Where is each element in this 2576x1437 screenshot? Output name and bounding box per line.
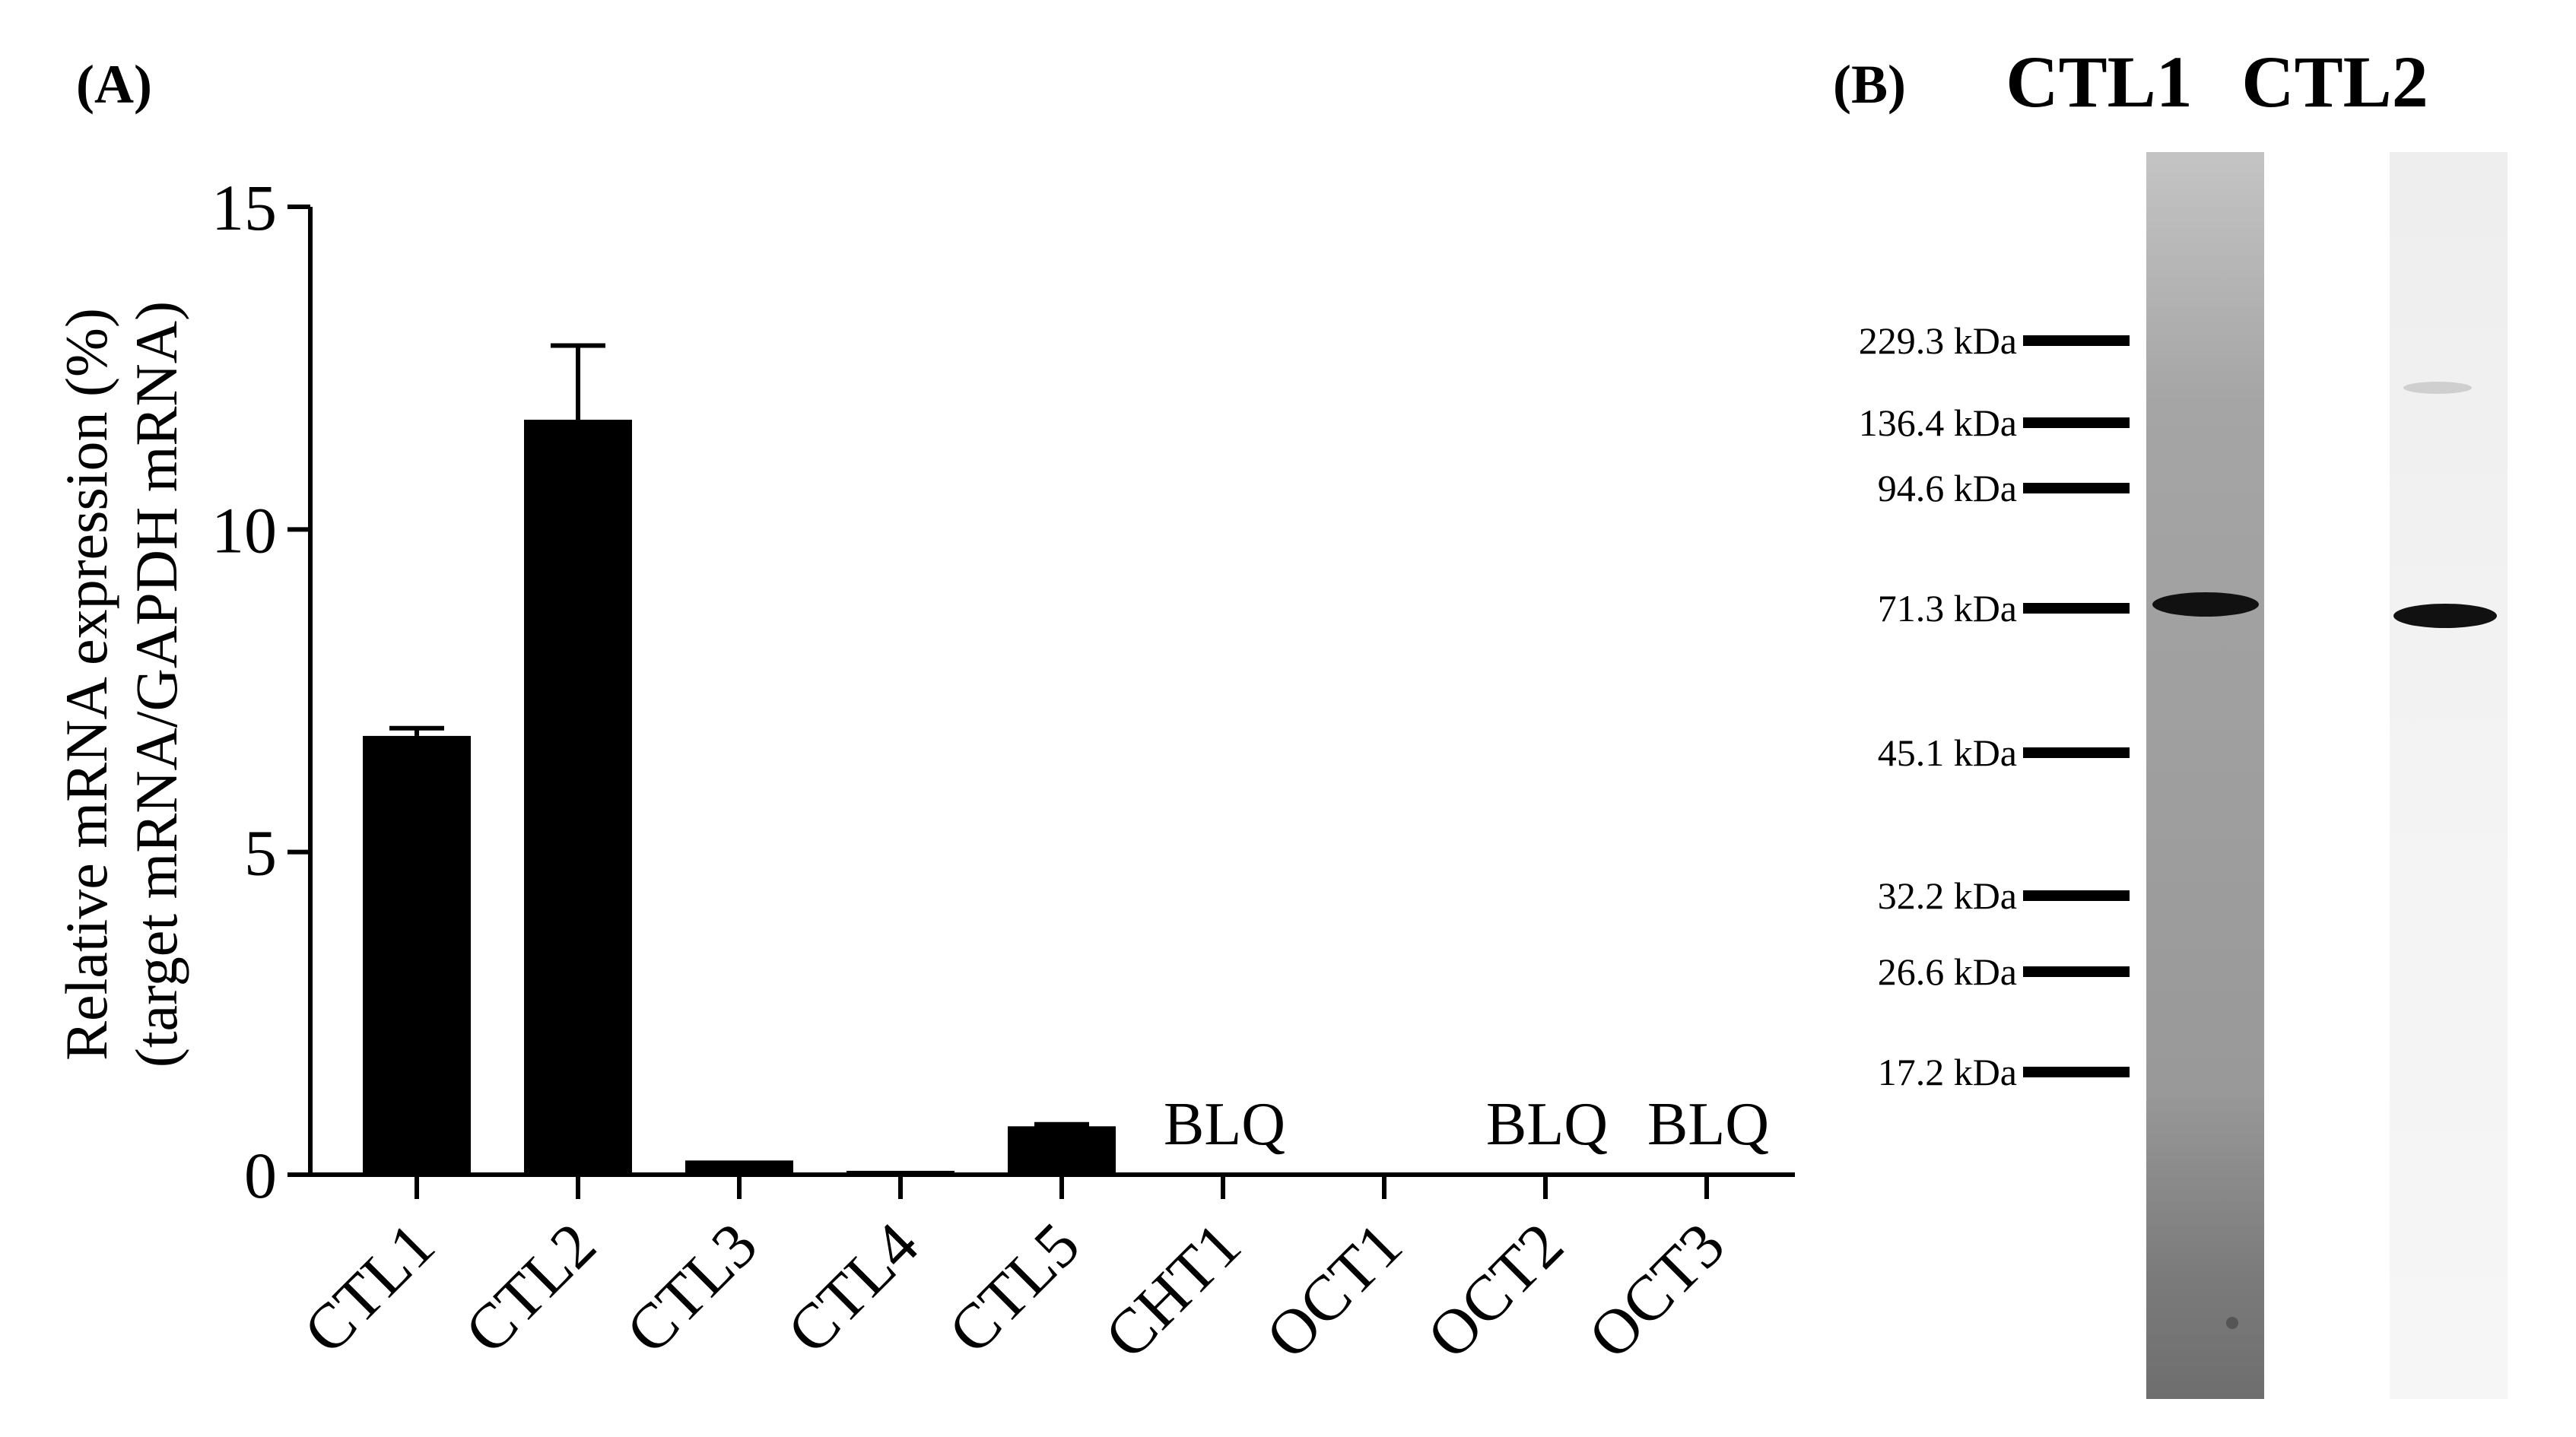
chart-axes bbox=[287, 205, 1795, 1199]
bar-chart: 0 5 10 15 CTL1 CTL2 CTL3 CTL4 CTL5CHT1OCT1OCT2O… bbox=[53, 171, 1795, 1372]
x-tick-label-ctl3: CTL3 bbox=[613, 1210, 771, 1368]
blq-label-oct3: BLQ bbox=[1647, 1091, 1769, 1158]
y-axis-label-line1: Relative mRNA expression (%) bbox=[53, 308, 119, 1061]
error-bars bbox=[389, 343, 1089, 1127]
blq-annotations: BLQ BLQ BLQ bbox=[1164, 1091, 1769, 1158]
x-tick-label-ctl2: CTL2 bbox=[452, 1210, 610, 1368]
marker-bar bbox=[2023, 335, 2130, 346]
y-tick-label: 10 bbox=[211, 493, 277, 566]
marker-2: 94.6 kDa bbox=[1878, 467, 2130, 509]
blot-speck bbox=[2226, 1317, 2238, 1329]
marker-label: 32.2 kDa bbox=[1878, 874, 2017, 917]
blot-lane-ctl1 bbox=[2146, 152, 2264, 1399]
bar-ctl3 bbox=[685, 1160, 793, 1175]
blot-lane-ctl2 bbox=[2390, 152, 2508, 1399]
x-tick-label-oct1: OCT1 bbox=[1253, 1210, 1415, 1372]
marker-6: 26.6 kDa bbox=[1878, 950, 2130, 993]
marker-bar bbox=[2023, 603, 2130, 614]
marker-label: 229.3 kDa bbox=[1859, 319, 2017, 362]
lane-label-ctl2: CTL2 bbox=[2241, 41, 2428, 122]
marker-7: 17.2 kDa bbox=[1878, 1051, 2130, 1093]
blq-label-cht1: BLQ bbox=[1164, 1091, 1285, 1158]
marker-bar bbox=[2023, 747, 2130, 758]
y-tick-labels: 0 5 10 15 bbox=[211, 171, 277, 1212]
marker-bar bbox=[2023, 1067, 2130, 1077]
band-ctl2-faint bbox=[2403, 382, 2472, 394]
y-axis-label-line2: (target mRNA/GAPDH mRNA) bbox=[123, 301, 189, 1067]
marker-bar bbox=[2023, 417, 2130, 428]
bar-ctl5 bbox=[1008, 1126, 1116, 1175]
marker-label: 71.3 kDa bbox=[1878, 587, 2017, 630]
x-tick-label-oct2: OCT2 bbox=[1414, 1210, 1577, 1372]
marker-5: 32.2 kDa bbox=[1878, 874, 2130, 917]
marker-bar bbox=[2023, 483, 2130, 493]
error-bar-ctl2 bbox=[551, 343, 605, 420]
marker-label: 26.6 kDa bbox=[1878, 950, 2017, 993]
marker-4: 45.1 kDa bbox=[1878, 731, 2130, 774]
blq-label-oct2: BLQ bbox=[1486, 1091, 1608, 1158]
x-tick-label-ctl4: CTL4 bbox=[774, 1210, 932, 1368]
x-tick-label-cht1: CHT1 bbox=[1091, 1210, 1254, 1372]
band-ctl1-71kda bbox=[2152, 592, 2259, 617]
marker-0: 229.3 kDa bbox=[1859, 319, 2130, 362]
marker-bar bbox=[2023, 890, 2130, 901]
marker-label: 45.1 kDa bbox=[1878, 731, 2017, 774]
western-blot bbox=[2146, 152, 2508, 1399]
marker-label: 94.6 kDa bbox=[1878, 467, 2017, 509]
band-ctl2-71kda bbox=[2393, 604, 2497, 628]
marker-1: 136.4 kDa bbox=[1859, 401, 2130, 444]
lane-label-ctl1: CTL1 bbox=[2006, 41, 2192, 122]
x-tick-label-oct3: OCT3 bbox=[1575, 1210, 1738, 1372]
bar-ctl1 bbox=[363, 735, 471, 1175]
x-tick-label-ctl5: CTL5 bbox=[935, 1210, 1094, 1368]
marker-3: 71.3 kDa bbox=[1878, 587, 2130, 630]
panel-a-label: (A) bbox=[76, 54, 152, 115]
error-bar-ctl5 bbox=[1034, 1121, 1089, 1127]
marker-bar bbox=[2023, 966, 2130, 977]
y-tick-label: 15 bbox=[211, 171, 277, 244]
marker-ladder: 229.3 kDa 136.4 kDa 94.6 kDa 71.3 kDa 45.1 k… bbox=[1859, 319, 2130, 1093]
bar-series bbox=[363, 420, 1438, 1175]
panel-b-label: (B) bbox=[1833, 54, 1906, 115]
y-tick-label: 0 bbox=[244, 1139, 277, 1212]
marker-label: 136.4 kDa bbox=[1859, 401, 2017, 444]
bar-ctl2 bbox=[524, 420, 632, 1175]
marker-label: 17.2 kDa bbox=[1878, 1051, 2017, 1093]
error-bar-ctl1 bbox=[389, 725, 444, 736]
y-tick-label: 5 bbox=[244, 817, 277, 890]
x-tick-label-ctl1: CTL1 bbox=[291, 1210, 449, 1368]
